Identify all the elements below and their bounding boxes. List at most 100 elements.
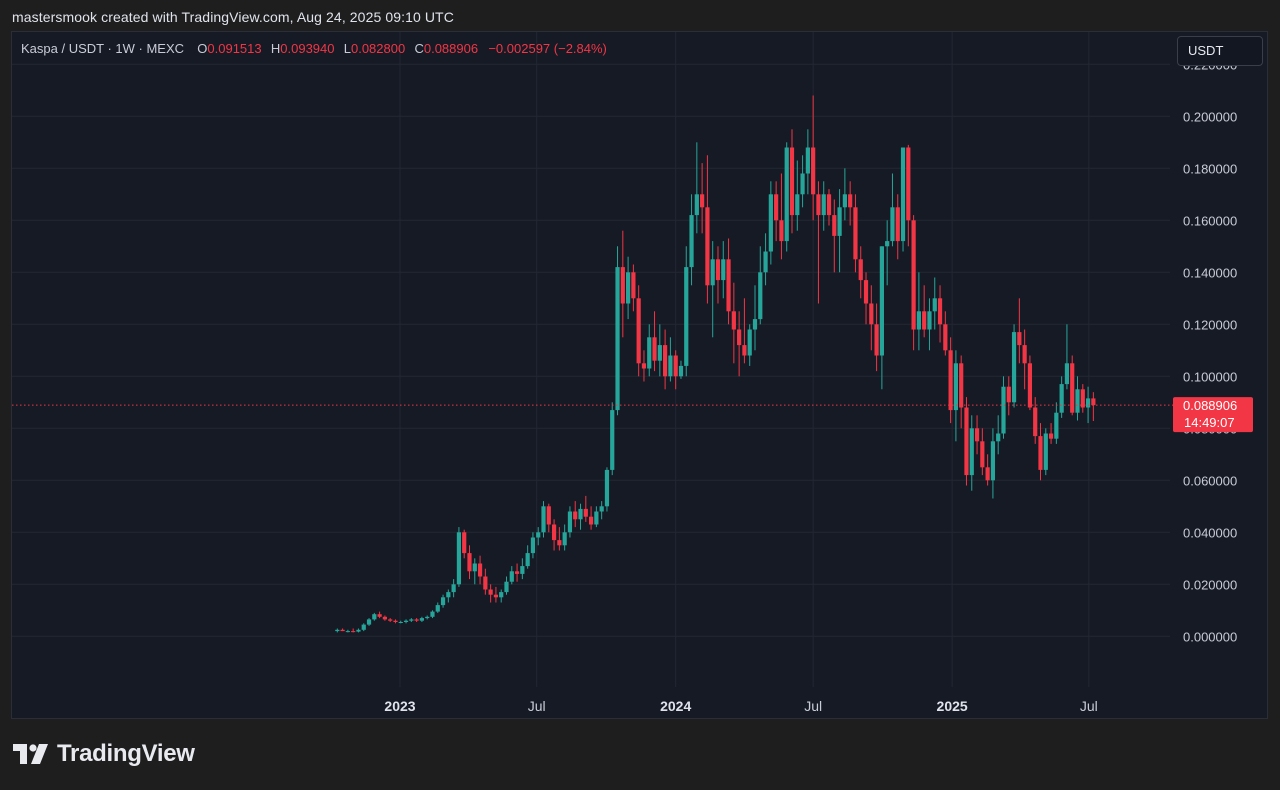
candle[interactable] [752,285,758,351]
candle[interactable] [351,628,356,633]
candle[interactable] [536,527,541,546]
candle[interactable] [578,503,583,530]
candle[interactable] [631,264,636,312]
candle[interactable] [710,241,715,338]
candle[interactable] [499,589,504,603]
candle[interactable] [805,129,810,195]
candle[interactable] [1033,397,1038,444]
candle[interactable] [446,589,451,603]
candle[interactable] [1022,329,1027,390]
candle[interactable] [721,241,726,299]
candle[interactable] [811,95,816,221]
candle[interactable] [700,163,705,234]
candle[interactable] [562,524,567,551]
candle[interactable] [848,181,853,226]
candle[interactable] [927,298,932,351]
candle[interactable] [964,397,969,486]
candle[interactable] [943,311,948,356]
candle[interactable] [784,142,789,252]
candle[interactable] [858,246,863,299]
candle[interactable] [472,558,477,585]
candle[interactable] [763,233,768,286]
candle[interactable] [594,506,599,528]
candle[interactable] [689,194,694,286]
candle[interactable] [1011,324,1017,408]
candle[interactable] [636,285,641,377]
candle[interactable] [726,238,731,325]
candle[interactable] [430,610,435,619]
candle[interactable] [863,272,869,325]
candle[interactable] [610,402,615,476]
candle[interactable] [678,360,684,379]
candle[interactable] [588,506,594,530]
candle[interactable] [1054,402,1059,444]
candle[interactable] [985,454,990,486]
candle[interactable] [403,619,409,624]
candle[interactable] [737,311,742,377]
candle[interactable] [398,620,403,624]
candle[interactable] [1080,384,1085,413]
candle[interactable] [1038,423,1043,481]
candle[interactable] [530,532,536,559]
candle[interactable] [615,246,620,416]
candle[interactable] [456,527,462,587]
candle[interactable] [668,337,673,382]
candle[interactable] [795,160,800,231]
candle[interactable] [567,506,573,538]
brand-logo[interactable]: TradingView [13,740,195,768]
candle[interactable] [520,558,525,580]
candle[interactable] [932,277,937,330]
candle[interactable] [980,428,985,476]
candle[interactable] [356,628,361,633]
candle[interactable] [377,611,382,619]
candle[interactable] [826,189,832,226]
candle[interactable] [382,615,387,621]
candle[interactable] [853,194,858,273]
candle[interactable] [546,503,551,533]
candle[interactable] [1059,376,1064,418]
candle[interactable] [774,181,779,242]
candle[interactable] [525,545,530,569]
candle[interactable] [953,350,959,442]
candle[interactable] [916,272,921,351]
candle[interactable] [467,545,472,580]
candle[interactable] [1001,376,1006,439]
candle[interactable] [990,428,996,499]
candle[interactable] [895,194,900,260]
candle[interactable] [451,579,456,598]
candle[interactable] [573,501,578,528]
candle[interactable] [758,246,763,325]
candle[interactable] [440,594,446,608]
candle[interactable] [599,501,604,520]
candle[interactable] [731,282,736,364]
candle[interactable] [705,155,710,304]
candle[interactable] [1027,355,1033,411]
candle[interactable] [684,246,689,377]
candle[interactable] [885,220,890,286]
candle[interactable] [906,144,911,247]
candle[interactable] [419,616,425,622]
chart-pane[interactable]: 0.0000000.0200000.0400000.0600000.080000… [11,31,1268,719]
candle[interactable] [1075,376,1080,421]
candle[interactable] [948,337,953,424]
currency-selector-button[interactable]: USDT [1177,36,1263,66]
candle[interactable] [779,173,784,260]
candle[interactable] [504,576,509,595]
candle[interactable] [869,285,874,351]
candle[interactable] [911,215,916,351]
candle[interactable] [832,199,837,273]
candle[interactable] [657,324,662,377]
candle[interactable] [514,563,520,582]
candle[interactable] [789,129,795,234]
candle[interactable] [969,415,974,491]
candle[interactable] [821,181,826,231]
candle[interactable] [541,501,546,538]
candle[interactable] [715,246,721,304]
candle[interactable] [922,285,927,338]
candle[interactable] [435,602,440,613]
candle[interactable] [604,467,610,512]
candle[interactable] [1006,376,1011,416]
candle[interactable] [340,628,345,632]
candle[interactable] [488,584,493,603]
candle[interactable] [345,629,350,633]
